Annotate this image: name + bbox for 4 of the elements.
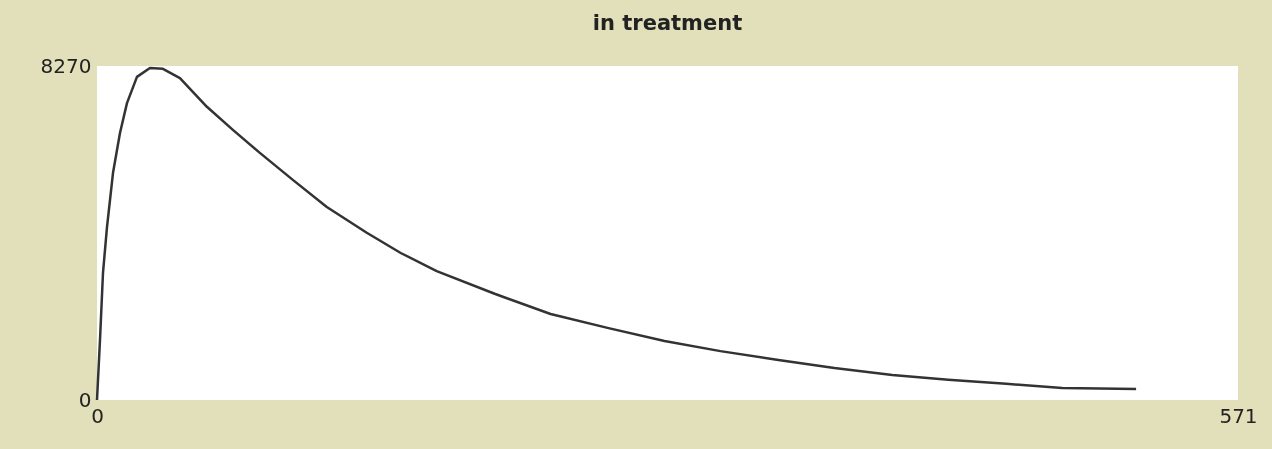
x-tick-label: 571 (1219, 403, 1258, 428)
y-tick-label: 8270 (40, 53, 92, 78)
line-series (95, 66, 1138, 402)
chart-title: in treatment (592, 11, 743, 35)
